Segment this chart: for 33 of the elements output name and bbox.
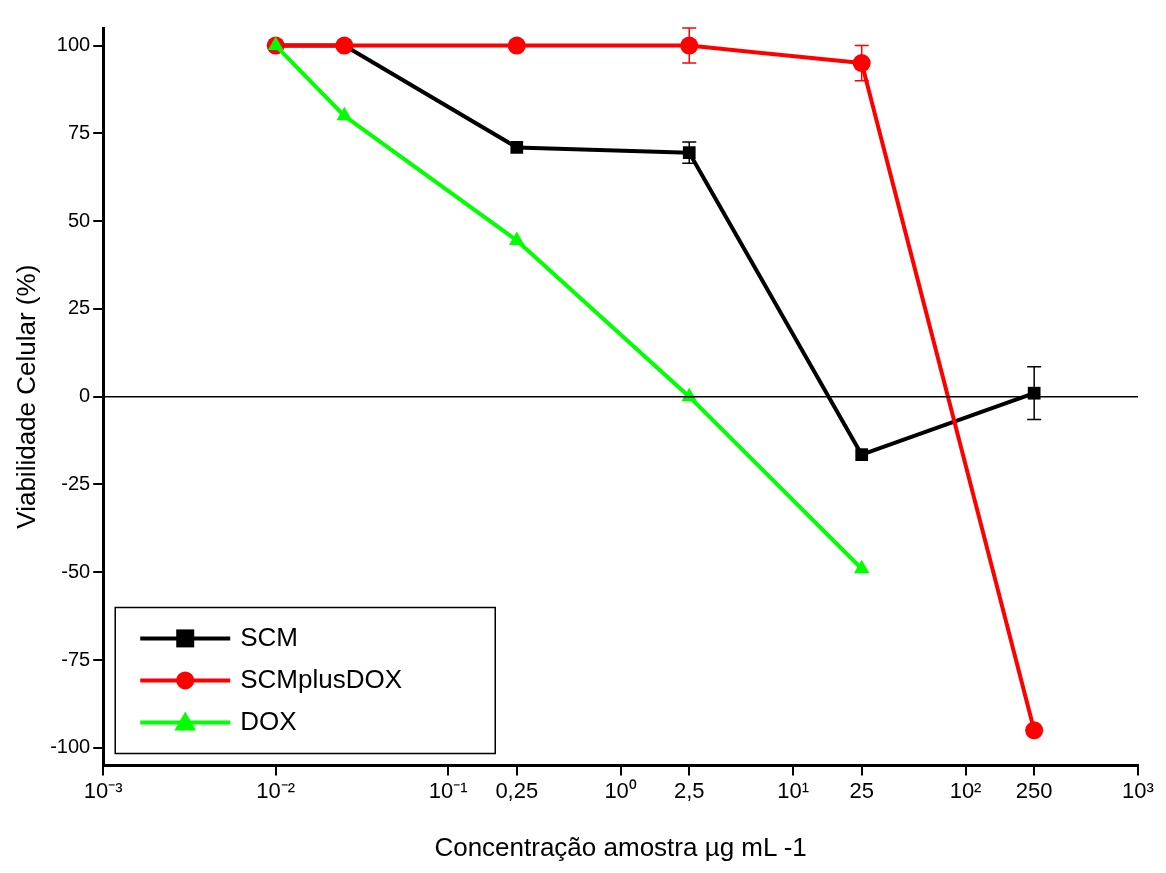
x-tick-label: 10⁻² bbox=[256, 777, 296, 803]
x-tick-label: 2,5 bbox=[673, 777, 705, 803]
y-tick-label: -75 bbox=[61, 647, 91, 670]
x-tick-label: 10³ bbox=[1122, 777, 1154, 803]
y-tick-label: 100 bbox=[56, 33, 91, 56]
point bbox=[507, 36, 526, 55]
x-tick-label: 10² bbox=[949, 777, 982, 803]
y-axis-title: Viabilidade Celular (%) bbox=[10, 264, 41, 529]
y-tick-label: 50 bbox=[67, 208, 91, 231]
point bbox=[336, 106, 353, 121]
point bbox=[1025, 721, 1044, 740]
point bbox=[508, 231, 525, 245]
x-tick-label: 0,25 bbox=[495, 777, 539, 803]
y-tick-label: -100 bbox=[50, 735, 91, 758]
x-tick-label: 10⁰ bbox=[604, 777, 637, 803]
point bbox=[510, 141, 524, 154]
x-tick-label: 10⁻¹ bbox=[428, 777, 468, 803]
x-tick-label: 25 bbox=[849, 777, 874, 803]
legend-label: DOX bbox=[240, 705, 297, 736]
x-tick-label: 250 bbox=[1015, 777, 1053, 803]
x-tick-label: 10⁻³ bbox=[83, 777, 123, 803]
point bbox=[855, 448, 869, 461]
legend-label: SCM bbox=[240, 621, 299, 652]
y-tick-label: 25 bbox=[67, 296, 91, 319]
x-tick-label: 10¹ bbox=[777, 777, 809, 803]
y-tick-label: 75 bbox=[67, 120, 91, 143]
legend-label: SCMplusDOX bbox=[240, 663, 403, 694]
y-tick-label: -25 bbox=[61, 472, 91, 494]
y-tick-label: 0 bbox=[79, 384, 91, 407]
x-axis-title: Concentração amostra µg mL -1 bbox=[434, 831, 807, 862]
point bbox=[852, 54, 871, 73]
point bbox=[853, 559, 870, 574]
y-tick-label: -50 bbox=[61, 559, 91, 582]
